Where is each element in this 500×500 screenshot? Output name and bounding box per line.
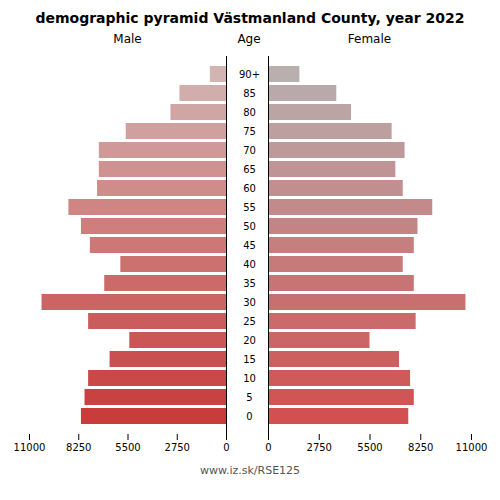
svg-text:2750: 2750	[307, 442, 332, 453]
svg-text:30: 30	[243, 297, 256, 308]
svg-text:40: 40	[243, 259, 256, 270]
svg-text:60: 60	[243, 183, 256, 194]
html-text:Female: Female	[347, 32, 392, 46]
svg-text:15: 15	[243, 354, 256, 365]
html-text:demographic pyramid Västmanlan: demographic pyramid Västmanland County, …	[35, 10, 465, 26]
svg-text:25: 25	[243, 316, 256, 327]
svg-text:0: 0	[265, 442, 271, 453]
svg-text:80: 80	[243, 107, 256, 118]
svg-text:8250: 8250	[66, 442, 91, 453]
svg-text:90+: 90+	[239, 69, 260, 80]
svg-text:5500: 5500	[115, 442, 140, 453]
svg-text:10: 10	[243, 373, 256, 384]
svg-text:85: 85	[243, 88, 256, 99]
svg-text:2750: 2750	[165, 442, 190, 453]
svg-text:0: 0	[246, 411, 252, 422]
svg-text:8250: 8250	[408, 442, 433, 453]
html-text:Age: Age	[237, 32, 261, 46]
svg-text:50: 50	[243, 221, 256, 232]
svg-text:11000: 11000	[456, 442, 488, 453]
svg-text:65: 65	[243, 164, 256, 175]
html-text:www.iz.sk/RSE125: www.iz.sk/RSE125	[199, 464, 301, 477]
svg-text:11000: 11000	[14, 442, 46, 453]
svg-text:45: 45	[243, 240, 256, 251]
svg-text:20: 20	[243, 335, 256, 346]
svg-text:35: 35	[243, 278, 256, 289]
svg-text:5500: 5500	[357, 442, 382, 453]
html-text:Male: Male	[113, 32, 142, 46]
svg-text:0: 0	[223, 442, 229, 453]
svg-text:70: 70	[243, 145, 256, 156]
svg-text:55: 55	[243, 202, 256, 213]
svg-text:75: 75	[243, 126, 256, 137]
svg-text:5: 5	[246, 392, 252, 403]
